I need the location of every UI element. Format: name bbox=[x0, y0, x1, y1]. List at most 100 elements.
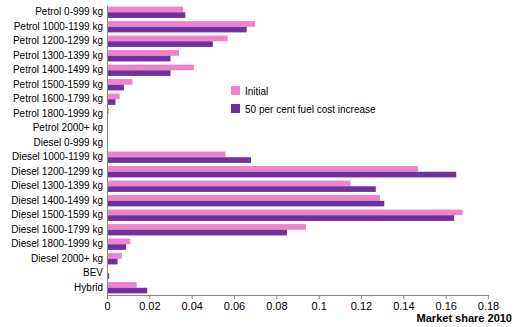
legend-swatch bbox=[231, 86, 240, 95]
bar bbox=[107, 79, 132, 85]
tick-mark bbox=[149, 295, 150, 299]
tick-mark bbox=[319, 295, 320, 299]
axis-line bbox=[108, 296, 489, 300]
bar bbox=[107, 282, 137, 288]
bar bbox=[107, 259, 118, 265]
tick-label: 0.1 bbox=[312, 300, 327, 312]
tick: 0.1 bbox=[312, 295, 327, 312]
legend-item: 50 per cent fuel cost increase bbox=[231, 104, 376, 115]
bar bbox=[107, 21, 255, 27]
tick-label: 0.18 bbox=[478, 300, 499, 312]
bar bbox=[107, 215, 454, 221]
tick-label: Diesel 1300-1399 kg bbox=[11, 180, 103, 191]
tick-mark bbox=[192, 295, 193, 299]
tick-label: Petrol 0-999 kg bbox=[35, 6, 103, 17]
tick-mark bbox=[234, 295, 235, 299]
tick: Petrol 1200-1299 kg bbox=[13, 35, 107, 46]
tick: 0.18 bbox=[478, 295, 499, 312]
tick-label: Petrol 1400-1499 kg bbox=[13, 64, 103, 75]
bar bbox=[107, 239, 130, 245]
tick: Diesel 2000+ kg bbox=[31, 253, 107, 264]
bar bbox=[107, 230, 287, 236]
bar bbox=[107, 7, 183, 13]
tick: 0 bbox=[104, 295, 110, 312]
tick-label: Diesel 1400-1499 kg bbox=[11, 195, 103, 206]
tick-label: 0.02 bbox=[139, 300, 160, 312]
bar bbox=[107, 12, 185, 18]
series bbox=[107, 12, 456, 293]
legend-label: 50 per cent fuel cost increase bbox=[245, 104, 376, 115]
tick-mark bbox=[488, 295, 489, 299]
tick: 0.08 bbox=[266, 295, 287, 312]
tick-label: 0.14 bbox=[393, 300, 414, 312]
tick: Diesel 1300-1399 kg bbox=[11, 180, 107, 191]
tick: BEV bbox=[83, 267, 107, 278]
tick: Diesel 1200-1299 kg bbox=[11, 166, 107, 177]
tick: 0.02 bbox=[139, 295, 160, 312]
bar bbox=[107, 50, 179, 56]
tick: Petrol 2000+ kg bbox=[33, 122, 107, 133]
tick: Petrol 1400-1499 kg bbox=[13, 64, 107, 75]
tick-label: 0.04 bbox=[181, 300, 202, 312]
tick: Petrol 1800-1999 kg bbox=[13, 108, 107, 119]
bar bbox=[107, 195, 380, 201]
tick-mark bbox=[446, 295, 447, 299]
legend-label: Initial bbox=[245, 86, 268, 97]
tick-label: Petrol 1500-1599 kg bbox=[13, 79, 103, 90]
tick-label: 0.06 bbox=[224, 300, 245, 312]
bar bbox=[107, 172, 456, 178]
tick: 0.16 bbox=[435, 295, 456, 312]
tick: Diesel 1400-1499 kg bbox=[11, 195, 107, 206]
tick: 0.04 bbox=[181, 295, 202, 312]
bar bbox=[107, 85, 124, 91]
tick-label: Petrol 1800-1999 kg bbox=[13, 108, 103, 119]
tick-label: Diesel 1200-1299 kg bbox=[11, 166, 103, 177]
tick: Diesel 1600-1799 kg bbox=[11, 224, 107, 235]
tick-label: Diesel 1800-1999 kg bbox=[11, 238, 103, 249]
tick-label: Diesel 0-999 kg bbox=[34, 137, 103, 148]
tick-label: Hybrid bbox=[74, 282, 103, 293]
bar bbox=[107, 181, 350, 187]
tick: Diesel 1000-1199 kg bbox=[12, 151, 107, 162]
bar bbox=[107, 36, 228, 42]
legend-swatch bbox=[231, 104, 240, 113]
tick-label: Diesel 1000-1199 kg bbox=[12, 151, 103, 162]
bar bbox=[107, 186, 376, 192]
series bbox=[107, 7, 463, 288]
bars bbox=[107, 7, 463, 294]
tick-label: Petrol 1200-1299 kg bbox=[13, 35, 103, 46]
tick-label: Petrol 1600-1799 kg bbox=[13, 93, 103, 104]
tick: 0.06 bbox=[224, 295, 245, 312]
tick-mark bbox=[361, 295, 362, 299]
tick-label: 0.12 bbox=[351, 300, 372, 312]
bar bbox=[107, 65, 194, 71]
tick-label: Petrol 1000-1199 kg bbox=[14, 21, 103, 32]
tick-label: Diesel 2000+ kg bbox=[31, 253, 103, 264]
bar bbox=[107, 41, 213, 47]
tick: Petrol 1600-1799 kg bbox=[13, 93, 107, 104]
bar bbox=[107, 99, 115, 105]
tick: Diesel 1500-1599 kg bbox=[11, 209, 107, 220]
tick-label: 0.16 bbox=[435, 300, 456, 312]
tick: Hybrid bbox=[74, 282, 107, 293]
axis-title: Market share 2010 bbox=[417, 312, 512, 324]
x-axis: 0 0.02 0.04 0.06 0.08 0.1 0.12 0.14 0.16 0.18 bbox=[104, 295, 499, 312]
tick-label: BEV bbox=[83, 267, 103, 278]
tick: Diesel 1800-1999 kg bbox=[11, 238, 107, 249]
legend: Initial 50 per cent fuel cost increase bbox=[225, 80, 397, 122]
bar bbox=[107, 201, 384, 207]
tick-label: Diesel 1600-1799 kg bbox=[11, 224, 103, 235]
tick-label: Diesel 1500-1599 kg bbox=[11, 209, 103, 220]
bar bbox=[107, 288, 147, 294]
tick-mark bbox=[107, 295, 108, 299]
bar bbox=[107, 244, 126, 250]
bar bbox=[107, 27, 247, 33]
y-axis: Petrol 0-999 kg Petrol 1000-1199 kg Petrol… bbox=[11, 6, 107, 296]
chart: 0 0.02 0.04 0.06 0.08 0.1 0.12 0.14 0.16 0.18 Petr… bbox=[0, 0, 520, 327]
bar bbox=[107, 94, 120, 100]
legend-box bbox=[225, 80, 397, 122]
tick-label: 0 bbox=[104, 300, 110, 312]
axis-line bbox=[107, 6, 108, 296]
bar bbox=[107, 56, 171, 62]
tick: 0.12 bbox=[351, 295, 372, 312]
